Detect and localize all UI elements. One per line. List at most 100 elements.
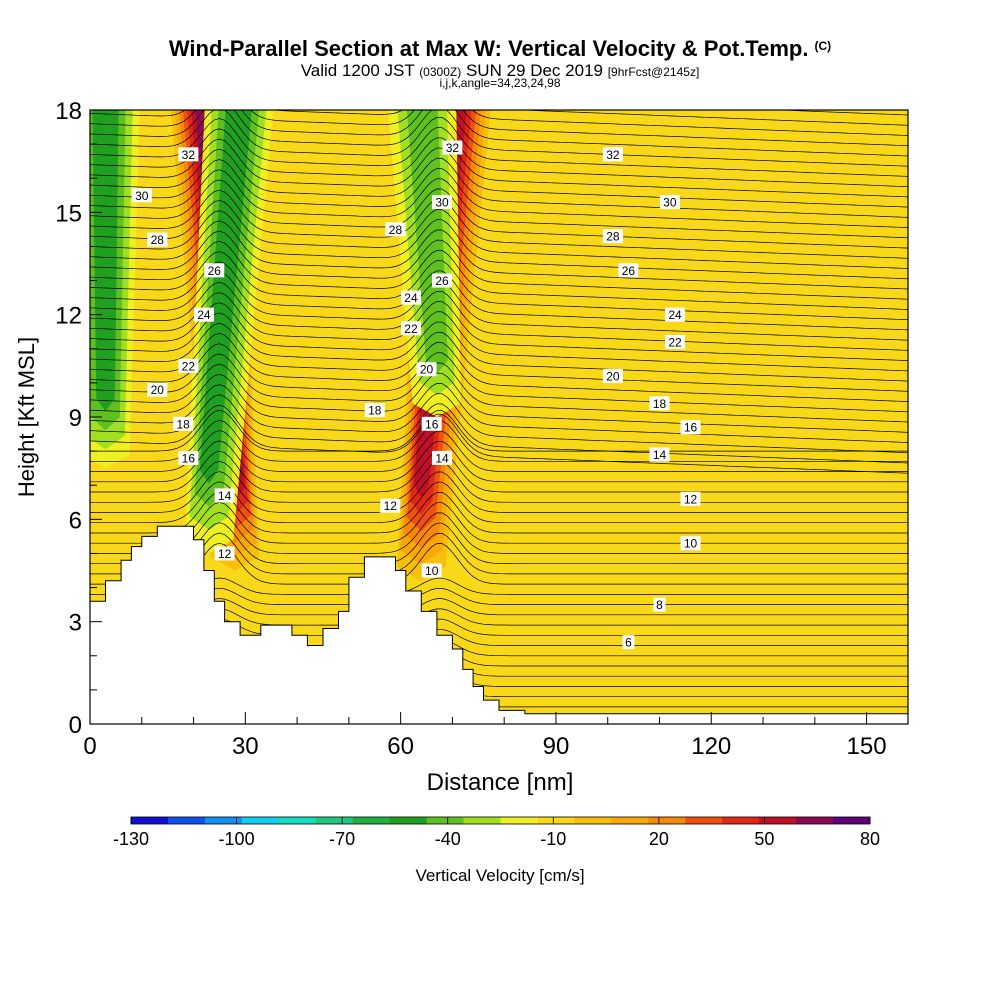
- colorbar-tick-label: 80: [860, 829, 880, 849]
- theta-contour: [90, 404, 908, 474]
- svg-text:30: 30: [135, 189, 149, 203]
- theta-contour: [90, 118, 908, 188]
- plume-4-band-0: [388, 110, 462, 417]
- theta-label-32: 32: [442, 140, 463, 155]
- colorbar-tick-label: 20: [649, 829, 669, 849]
- svg-text:16: 16: [425, 417, 439, 431]
- theta-contour: [90, 679, 908, 698]
- theta-contour: [90, 128, 908, 198]
- svg-text:24: 24: [404, 291, 418, 305]
- theta-contour: [90, 363, 908, 433]
- theta-contour: [90, 384, 908, 454]
- theta-contour: [90, 522, 908, 565]
- theta-label-16: 16: [178, 450, 199, 465]
- colorbar-tick-label: -10: [540, 829, 566, 849]
- theta-label-24: 24: [665, 307, 686, 322]
- theta-contour: [90, 148, 908, 218]
- theta-contour: [90, 742, 908, 758]
- theta-label-12: 12: [680, 491, 701, 506]
- svg-text:28: 28: [606, 230, 620, 244]
- theta-label-18: 18: [173, 416, 194, 431]
- theta-label-14: 14: [214, 488, 235, 503]
- y-tick-label: 9: [69, 405, 82, 432]
- plume-0-band-6: [195, 110, 243, 488]
- plume-1-band-5: [413, 110, 467, 499]
- theta-contour: [90, 138, 908, 208]
- theta-contour: [90, 261, 908, 331]
- theta-contour: [90, 420, 908, 462]
- plume-1-band-0: [397, 110, 491, 581]
- theta-label-12: 12: [214, 546, 235, 561]
- x-axis-label: Distance [nm]: [427, 769, 574, 796]
- colorbar-swatch: [833, 817, 871, 824]
- plume-2-band-2: [90, 110, 126, 431]
- plume-4-band-1: [397, 110, 455, 396]
- y-tick-label: 15: [55, 200, 82, 227]
- theta-label-20: 20: [602, 369, 623, 384]
- theta-contour: [90, 649, 908, 667]
- theta-contour: [90, 639, 908, 657]
- plume-0-band-4: [187, 110, 248, 516]
- colorbar-swatch: [574, 817, 612, 824]
- svg-text:18: 18: [177, 417, 191, 431]
- theta-contour: [90, 210, 908, 280]
- theta-contour: [90, 430, 908, 472]
- valid-date: SUN 29 Dec 2019: [465, 61, 603, 80]
- theta-contour: [90, 501, 908, 544]
- theta-contour: [90, 628, 908, 646]
- theta-contour: [207, 720, 452, 724]
- svg-text:10: 10: [425, 564, 439, 578]
- colorbar-swatch: [796, 817, 834, 824]
- plume-0-band-0: [170, 110, 260, 571]
- theta-label-22: 22: [178, 358, 199, 373]
- theta-contour: [90, 532, 908, 575]
- theta-contour: [90, 512, 908, 554]
- colorbar-swatch: [722, 817, 760, 824]
- colorbar-tick-label: 50: [754, 829, 774, 849]
- x-tick-label: 0: [83, 733, 96, 760]
- y-tick-label: 3: [69, 610, 82, 637]
- theta-contour: [90, 110, 908, 157]
- chart-subtitle: Valid 1200 JST (0300Z) SUN 29 Dec 2019 […: [0, 61, 1000, 81]
- svg-text:14: 14: [435, 451, 449, 465]
- colorbar-swatch: [204, 817, 243, 824]
- theta-contour: [185, 710, 474, 724]
- svg-text:32: 32: [606, 148, 620, 162]
- theta-contours: [90, 110, 908, 758]
- theta-contour: [90, 302, 908, 372]
- svg-text:20: 20: [420, 363, 434, 377]
- copyright-mark: (C): [814, 39, 832, 53]
- svg-text:12: 12: [384, 499, 398, 513]
- x-tick-label: 120: [691, 733, 731, 760]
- theta-label-28: 28: [385, 222, 406, 237]
- theta-contour: [90, 394, 908, 464]
- plume-0-band-2: [178, 110, 254, 543]
- theta-contour: [90, 732, 908, 748]
- theta-contour: [90, 322, 908, 392]
- terrain: [89, 525, 909, 725]
- svg-text:12: 12: [218, 547, 232, 561]
- svg-text:18: 18: [653, 397, 667, 411]
- colorbar-tick-label: -40: [435, 829, 461, 849]
- svg-text:22: 22: [668, 335, 682, 349]
- theta-contour-labels: 32 30 28 26 24 22 20 18 16 14 12 32 30 28 26 24 22 20 18 16…: [131, 140, 701, 650]
- svg-text:10: 10: [684, 537, 698, 551]
- theta-contour: [90, 333, 908, 402]
- theta-contour: [90, 230, 908, 300]
- colorbar-tick-label: -70: [329, 829, 355, 849]
- index-line: i,j,k,angle=34,23,24,98: [439, 76, 561, 90]
- y-tick-label: 12: [55, 303, 82, 330]
- theta-contour: [90, 110, 908, 177]
- valid-utc: (0300Z): [419, 65, 462, 79]
- theta-contour: [90, 471, 908, 513]
- x-tick-label: 60: [387, 733, 414, 760]
- theta-label-26: 26: [618, 263, 639, 278]
- colorbar-swatch: [426, 817, 465, 824]
- forecast-info: [9hrFcst@2145z]: [607, 65, 700, 79]
- svg-text:8: 8: [656, 598, 663, 612]
- theta-label-20: 20: [147, 382, 168, 397]
- valid-time: Valid 1200 JST: [300, 61, 415, 80]
- theta-contour: [90, 110, 908, 167]
- plume-1-band-4: [410, 110, 472, 515]
- colorbar-swatch: [759, 817, 797, 824]
